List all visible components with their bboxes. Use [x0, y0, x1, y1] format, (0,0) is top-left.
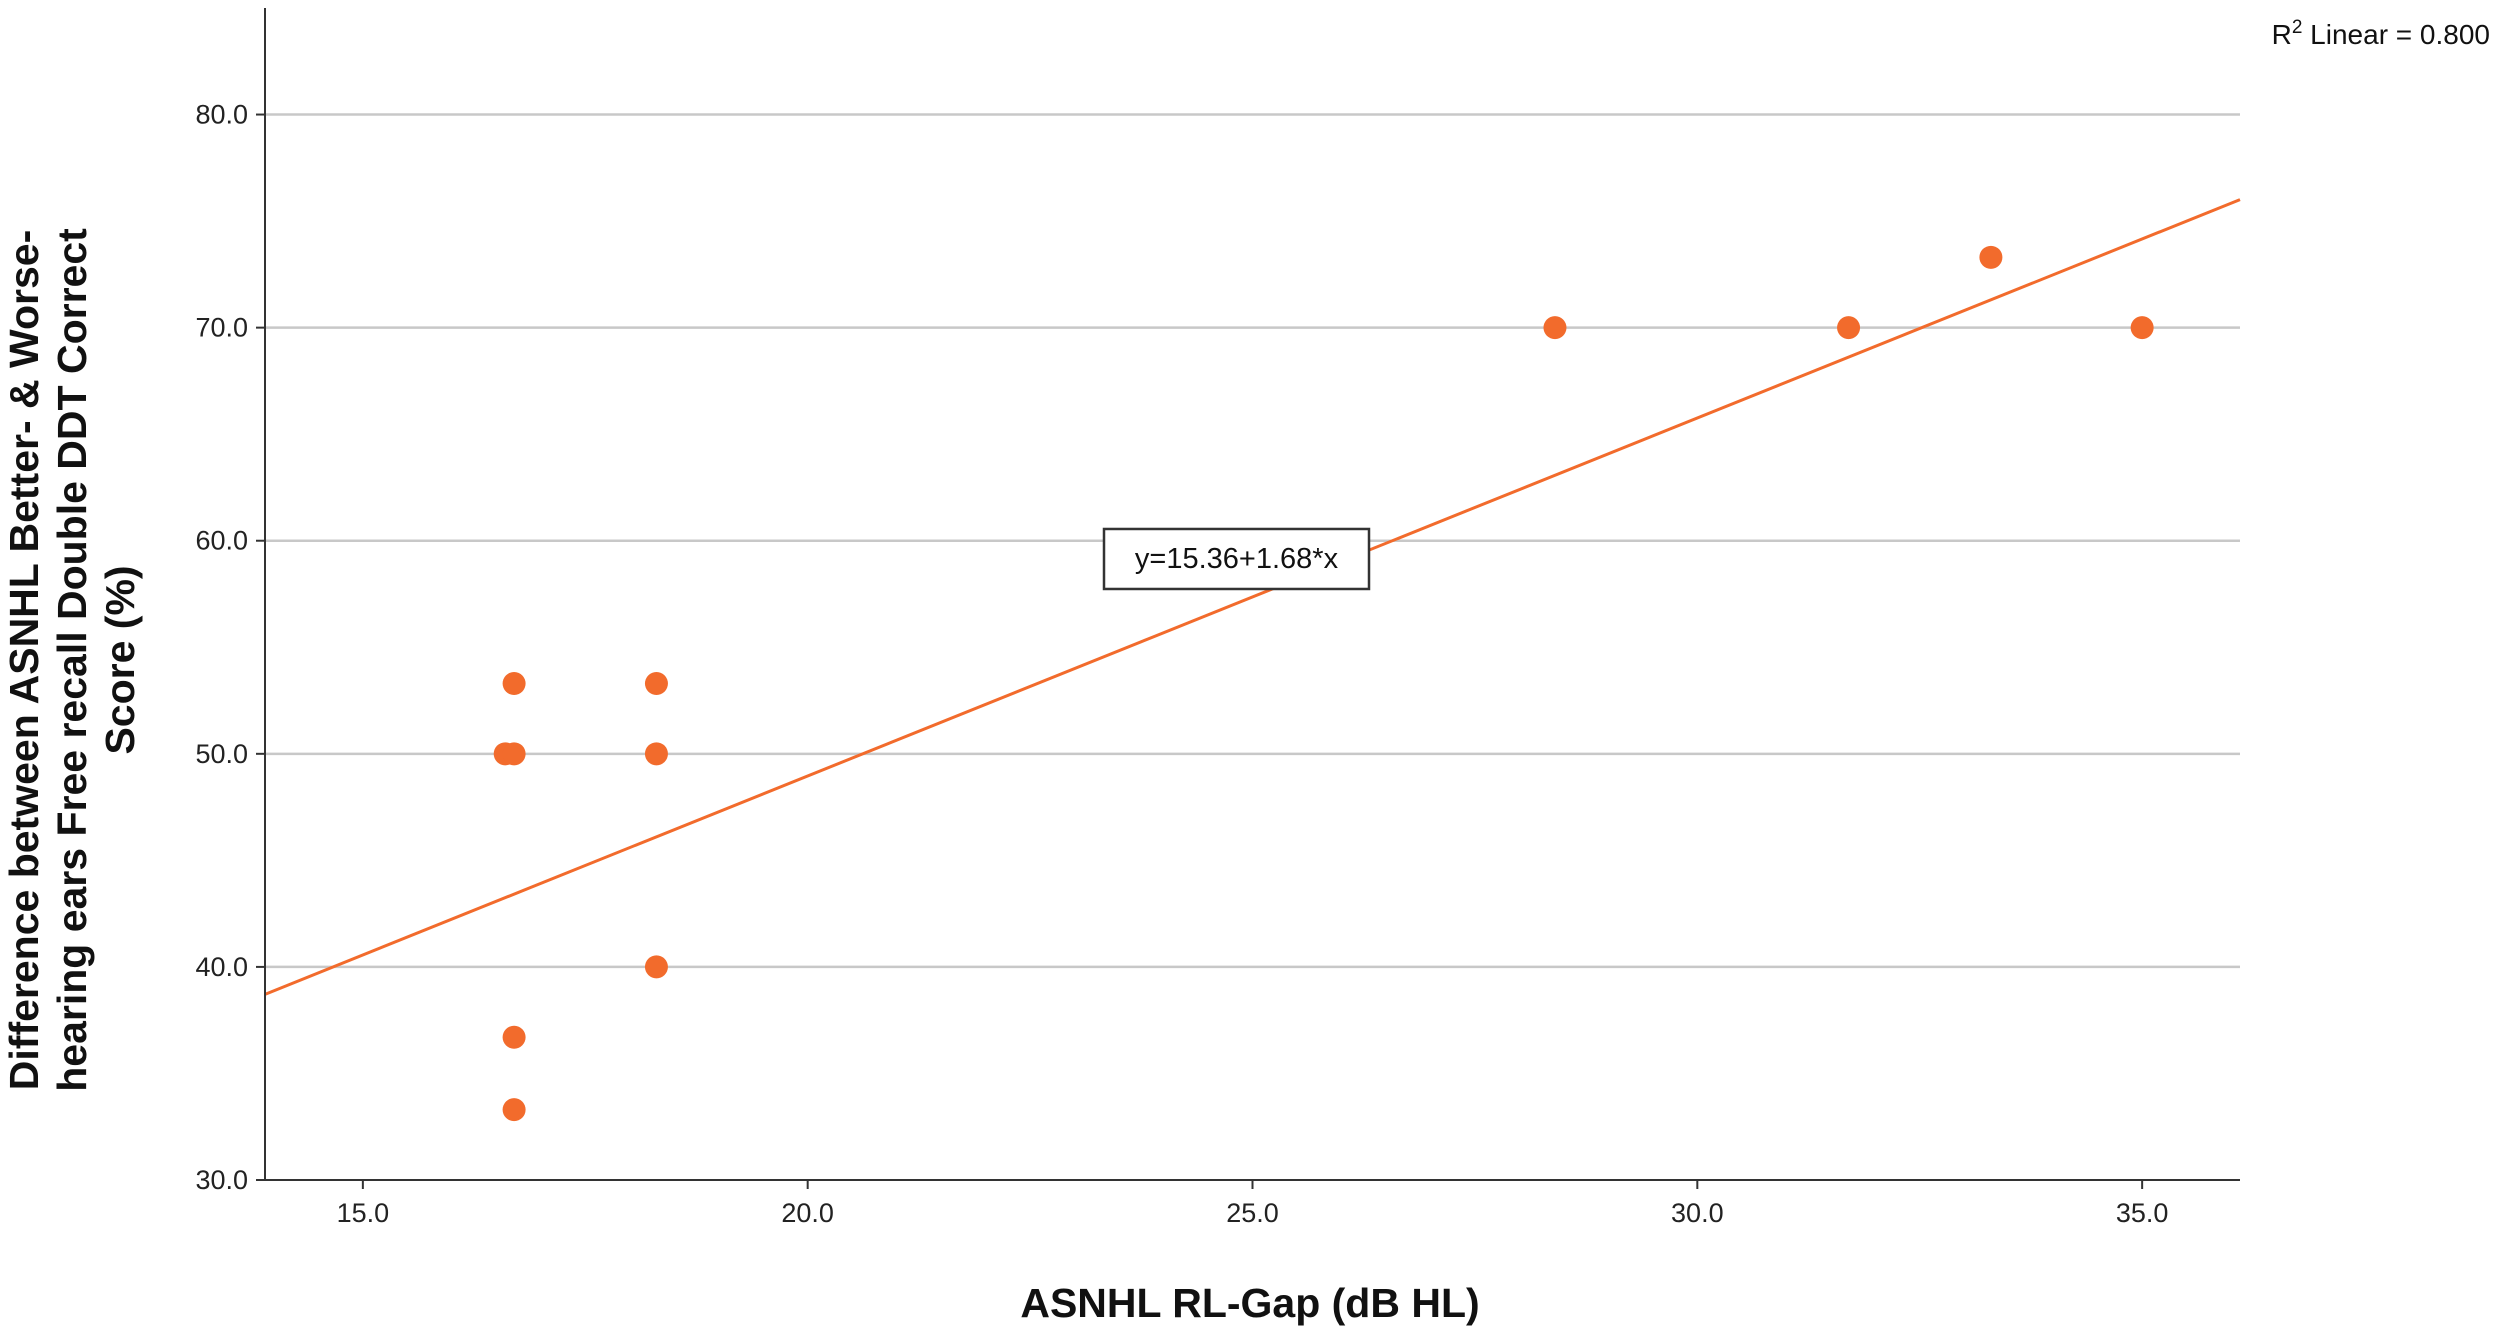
y-tick-label-2: 50.0 — [195, 739, 248, 769]
y-tick-label-4: 70.0 — [195, 313, 248, 343]
data-point-8 — [1543, 316, 1567, 340]
x-tick-label-3: 30.0 — [1671, 1198, 1724, 1228]
axes — [264, 8, 2240, 1181]
fit-equation-text: y=15.36+1.68*x — [1135, 543, 1339, 575]
x-tick-label-4: 35.0 — [2116, 1198, 2169, 1228]
data-point-4 — [502, 1098, 526, 1122]
data-point-3 — [502, 1025, 526, 1049]
x-axis-title: ASNHL RL-Gap (dB HL) — [1020, 1280, 1479, 1326]
x-tick-label-2: 25.0 — [1226, 1198, 1279, 1228]
y-tick-label-1: 40.0 — [195, 952, 248, 982]
data-point-11 — [2130, 316, 2154, 340]
fit-equation-label: y=15.36+1.68*x — [1102, 527, 1371, 591]
y-axis-title: Difference between ASNHL Better- & Worse… — [1, 228, 143, 1092]
data-point-2 — [502, 742, 526, 766]
y-tick-label-0: 30.0 — [195, 1165, 248, 1195]
data-point-6 — [644, 742, 668, 766]
regression-line-group — [264, 198, 2241, 996]
y-axis-title-line-3: Score (%) — [97, 565, 143, 754]
data-point-10 — [1979, 245, 2003, 269]
data-point-1 — [502, 671, 526, 695]
r2-prefix: R — [2272, 19, 2292, 50]
r2-annotation: R2 Linear = 0.800 — [2272, 17, 2490, 50]
fit-equation-box — [1102, 527, 1371, 591]
data-points — [493, 245, 2154, 1122]
r2-superscript: 2 — [2292, 17, 2303, 38]
data-point-7 — [644, 955, 668, 979]
x-tick-label-1: 20.0 — [781, 1198, 834, 1228]
regression-line — [264, 198, 2241, 996]
y-axis-title-line-2: hearing ears Free recall Double DDT Corr… — [49, 228, 95, 1092]
data-point-5 — [644, 671, 668, 695]
y-tick-label-5: 80.0 — [195, 100, 248, 130]
data-point-9 — [1837, 316, 1861, 340]
x-tick-label-0: 15.0 — [337, 1198, 390, 1228]
y-axis-title-line-1: Difference between ASNHL Better- & Worse… — [1, 230, 47, 1090]
r2-suffix: Linear = 0.800 — [2302, 19, 2490, 50]
y-tick-label-3: 60.0 — [195, 526, 248, 556]
tick-labels: 30.0 40.0 50.0 60.0 70.0 80.0 15.0 20.0 25.0 30.0… — [195, 100, 2168, 1228]
